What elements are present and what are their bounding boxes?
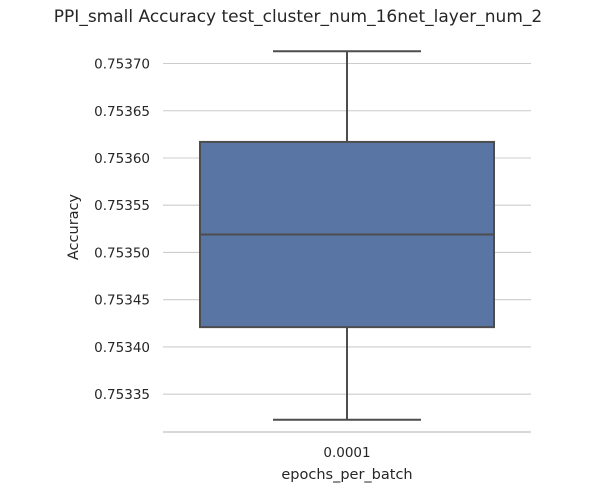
box-plot bbox=[199, 50, 495, 421]
y-tick-label: 0.75340 bbox=[94, 340, 150, 356]
y-tick-label: 0.75345 bbox=[94, 293, 150, 309]
y-tick-label: 0.75370 bbox=[94, 57, 150, 73]
x-axis-label: epochs_per_batch bbox=[281, 467, 412, 483]
y-tick-labels: 0.75335 0.75340 0.75345 0.75350 0.75355 0.753… bbox=[94, 57, 150, 404]
y-tick-label: 0.75365 bbox=[94, 104, 150, 120]
chart-title: PPI_small Accuracy test_cluster_num_16ne… bbox=[54, 7, 542, 27]
y-tick-label: 0.75335 bbox=[94, 387, 150, 403]
y-tick-label: 0.75360 bbox=[94, 151, 150, 167]
y-axis-label: Accuracy bbox=[66, 193, 82, 260]
y-tick-label: 0.75355 bbox=[94, 198, 150, 214]
y-tick-label: 0.75350 bbox=[94, 245, 150, 261]
x-tick-label: 0.0001 bbox=[323, 445, 370, 461]
